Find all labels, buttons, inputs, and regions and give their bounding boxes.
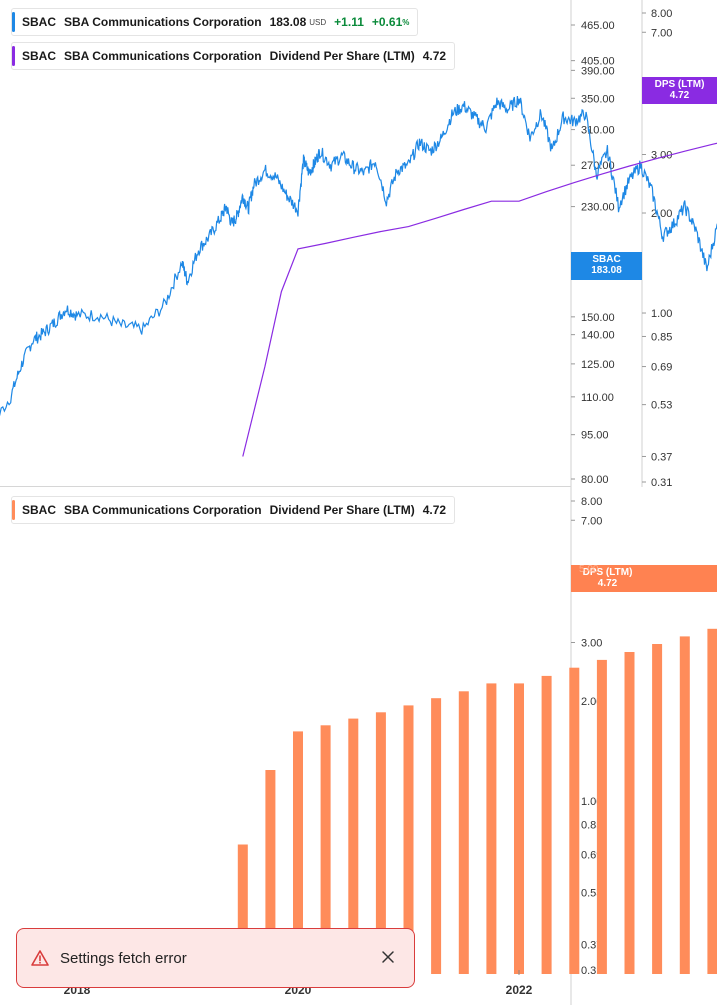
tick-label: 310.00	[581, 125, 615, 137]
tick-label: 7.00	[581, 515, 602, 527]
dps-bar	[320, 725, 331, 974]
legend-company: SBA Communications Corporation	[64, 503, 262, 517]
dps-axis-ticks: 8.007.003.002.001.000.850.690.530.370.31	[642, 8, 672, 487]
legend-value: 4.72	[422, 49, 447, 63]
tick-label: 8.00	[651, 8, 672, 20]
dps-bar	[514, 683, 524, 974]
tag-label: DPS (LTM)	[654, 79, 705, 90]
dps-bar	[458, 691, 469, 974]
dps-legend-top[interactable]: SBAC SBA Communications Corporation Divi…	[11, 42, 456, 70]
dps-bar	[596, 659, 607, 974]
error-toast: Settings fetch error	[16, 928, 415, 988]
tick-label: 7.00	[651, 27, 672, 39]
dps-bar	[375, 712, 386, 974]
dps-value-tag-bottom: 5.00 DPS (LTM) 4.72	[571, 564, 717, 592]
dps-bar	[486, 683, 497, 974]
tick-label: 350.00	[581, 93, 615, 105]
price-legend-color	[12, 12, 15, 32]
tick-label: 390.00	[581, 65, 615, 77]
tick-label: 2.00	[651, 208, 672, 220]
tick-label: 140.00	[581, 330, 615, 342]
price-value-tag: SBAC 183.08	[571, 252, 642, 280]
dps-bar	[265, 770, 276, 974]
legend-change: +1.11	[334, 15, 364, 29]
legend-metric: Dividend Per Share (LTM)	[269, 49, 415, 63]
tick-label: 95.00	[581, 430, 609, 442]
tag-label: DPS (LTM)	[582, 567, 633, 578]
legend-change-pct: +0.61	[371, 15, 403, 29]
tick-label: 0.37	[651, 451, 672, 463]
panel-divider	[0, 486, 571, 487]
tick-label: 405.00	[581, 56, 615, 68]
dps-bar	[707, 628, 717, 974]
legend-company: SBA Communications Corporation	[64, 15, 262, 29]
legend-ticker: SBAC	[22, 503, 57, 517]
price-line	[0, 96, 717, 416]
dps-bar	[624, 652, 635, 974]
dps-bar	[652, 644, 663, 974]
tick-label: 125.00	[581, 359, 615, 371]
tick-label: 150.00	[581, 312, 615, 324]
tick-label: 110.00	[581, 392, 614, 404]
tick-label: 1.00	[651, 308, 672, 320]
dps-legend-color	[12, 46, 15, 66]
tick-label: 3.00	[581, 638, 602, 650]
legend-ticker: SBAC	[22, 49, 57, 63]
toast-message: Settings fetch error	[60, 949, 187, 967]
dps-bar	[293, 731, 303, 974]
tick-label: 80.00	[581, 474, 609, 486]
dps-bar	[431, 698, 442, 974]
dps-legend-bottom[interactable]: SBAC SBA Communications Corporation Divi…	[11, 496, 456, 524]
legend-company: SBA Communications Corporation	[64, 49, 262, 63]
dps-bar-chart[interactable]: 8.007.003.002.001.000.850.690.530.370.31…	[0, 487, 717, 1005]
legend-metric: Dividend Per Share (LTM)	[269, 503, 415, 517]
tag-value: 4.72	[669, 90, 690, 101]
warning-icon	[31, 950, 49, 966]
tick-label: 0.53	[651, 400, 672, 412]
x-tick-label: 2022	[506, 983, 533, 997]
tick-label: 270.00	[581, 160, 615, 172]
tag-hidden-tick: 5.00	[579, 564, 599, 575]
dps-bar	[569, 667, 580, 974]
legend-value: 4.72	[422, 503, 447, 517]
tick-label: 0.69	[651, 362, 672, 374]
close-icon[interactable]	[380, 949, 396, 965]
legend-ticker: SBAC	[22, 15, 57, 29]
dps-bar	[348, 718, 359, 974]
price-legend[interactable]: SBAC SBA Communications Corporation 183.…	[11, 8, 419, 36]
dps-bar	[541, 675, 552, 974]
dps-bars	[237, 628, 717, 974]
legend-pct-sign: %	[402, 17, 410, 27]
tick-label: 465.00	[581, 20, 615, 32]
dps-value-tag-top: DPS (LTM) 4.72	[642, 77, 717, 104]
legend-price: 183.08	[269, 15, 307, 29]
dps-line	[242, 142, 717, 457]
tag-value: 4.72	[597, 578, 618, 589]
tick-label: 8.00	[581, 496, 602, 508]
legend-currency: USD	[309, 17, 327, 27]
tick-label: 0.31	[651, 477, 672, 487]
dps-bar	[403, 705, 414, 974]
tick-label: 0.85	[651, 331, 672, 343]
tag-ticker: SBAC	[592, 254, 621, 265]
dps-bar	[679, 636, 690, 974]
tick-label: 230.00	[581, 202, 615, 214]
tag-value: 183.08	[591, 265, 622, 276]
dps-bar	[237, 844, 248, 974]
dps-legend-color	[12, 500, 15, 520]
